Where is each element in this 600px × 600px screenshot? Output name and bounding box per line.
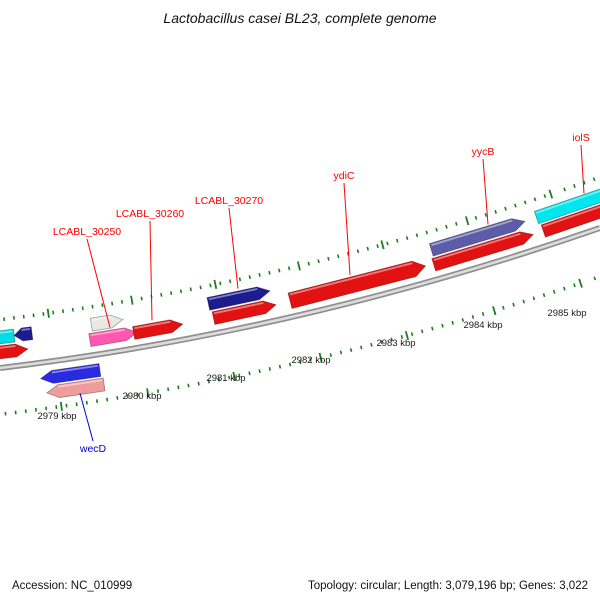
gene-arrow-ydiC[interactable] <box>287 258 428 309</box>
gene-arrow-LCABL_30250[interactable] <box>88 326 139 347</box>
scale-label: 2981 kbp <box>206 373 245 384</box>
gene-arrow-iolS[interactable] <box>533 184 600 225</box>
gene-label-yycB[interactable]: yycB <box>472 146 495 158</box>
accession-label: Accession: NC_010999 <box>12 580 133 592</box>
gene-arrow-LCABL_30270[interactable] <box>206 284 271 311</box>
label-leader-line <box>580 144 585 194</box>
gene-arrow-yycB[interactable] <box>428 215 527 257</box>
gene-label-LCABL_30250[interactable]: LCABL_30250 <box>53 226 121 238</box>
label-leader-line <box>79 393 94 442</box>
gene-arrow-inner-salmon[interactable] <box>45 377 106 399</box>
gene-arrow-wecD[interactable] <box>39 363 102 386</box>
scale-label: 2983 kbp <box>376 338 415 349</box>
gene-label-ydiC[interactable]: ydiC <box>333 170 354 182</box>
scale-label: 2984 kbp <box>463 320 502 331</box>
scale-label: 2980 kbp <box>122 391 161 402</box>
gene-label-wecD[interactable]: wecD <box>79 443 107 455</box>
gene-arrow-red-30270-pair[interactable] <box>211 298 277 325</box>
gene-label-iolS[interactable]: iolS <box>572 132 590 144</box>
label-leader-line <box>149 220 153 321</box>
gene-arrow-left-navy[interactable] <box>13 326 34 342</box>
gene-arrow-left-cyan[interactable] <box>0 328 16 348</box>
label-leader-line <box>86 238 111 328</box>
label-leader-line <box>228 207 239 289</box>
gene-arrow-left-red[interactable] <box>0 343 29 364</box>
scale-label: 2985 kbp <box>547 308 586 319</box>
gene-label-LCABL_30260[interactable]: LCABL_30260 <box>116 208 184 220</box>
gene-arrow-iolS-red-pair[interactable] <box>540 198 600 238</box>
scale-label: 2982 kbp <box>291 355 330 366</box>
label-leader-line <box>343 182 351 275</box>
gene-label-LCABL_30270[interactable]: LCABL_30270 <box>195 195 263 207</box>
label-leader-line <box>482 158 489 225</box>
page-title: Lactobacillus casei BL23, complete genom… <box>163 10 437 26</box>
scale-label: 2979 kbp <box>37 411 76 422</box>
genome-summary-label: Topology: circular; Length: 3,079,196 bp… <box>307 580 588 592</box>
tick-marks <box>3 177 597 416</box>
gene-arrow-yycB-red-pair[interactable] <box>431 228 535 272</box>
genome-backbone-core <box>0 226 600 370</box>
gene-arrow-LCABL_30260[interactable] <box>132 318 184 340</box>
status-bar: Accession: NC_010999 Topology: circular;… <box>0 580 600 592</box>
